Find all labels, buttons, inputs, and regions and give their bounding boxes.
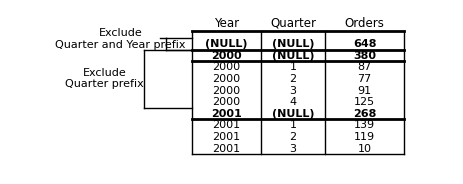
- Text: Exclude
Quarter and Year prefix: Exclude Quarter and Year prefix: [56, 28, 186, 49]
- Text: 2001: 2001: [211, 109, 242, 119]
- Text: Quarter: Quarter: [270, 17, 316, 30]
- Text: 125: 125: [354, 97, 375, 107]
- Text: Exclude
Quarter prefix: Exclude Quarter prefix: [65, 68, 144, 89]
- Text: Orders: Orders: [345, 17, 385, 30]
- Text: 77: 77: [357, 74, 372, 84]
- Text: 2001: 2001: [213, 132, 241, 142]
- Text: 87: 87: [357, 62, 372, 72]
- Text: Year: Year: [214, 17, 239, 30]
- Text: 119: 119: [354, 132, 375, 142]
- Text: 2: 2: [289, 74, 296, 84]
- Text: 1: 1: [289, 120, 296, 130]
- Text: 4: 4: [289, 97, 296, 107]
- Text: 2000: 2000: [213, 62, 241, 72]
- Text: 3: 3: [289, 86, 296, 95]
- Text: 380: 380: [353, 51, 376, 61]
- Text: 3: 3: [289, 144, 296, 154]
- Text: 91: 91: [357, 86, 372, 95]
- Text: 139: 139: [354, 120, 375, 130]
- Text: 648: 648: [353, 39, 376, 49]
- Text: (NULL): (NULL): [272, 39, 314, 49]
- Text: 2000: 2000: [211, 51, 242, 61]
- Text: 268: 268: [353, 109, 376, 119]
- Text: (NULL): (NULL): [205, 39, 248, 49]
- Text: 2000: 2000: [213, 74, 241, 84]
- Text: 2000: 2000: [213, 86, 241, 95]
- Text: 2001: 2001: [213, 120, 241, 130]
- Text: 2: 2: [289, 132, 296, 142]
- Text: (NULL): (NULL): [272, 51, 314, 61]
- Text: 1: 1: [289, 62, 296, 72]
- Text: (NULL): (NULL): [272, 109, 314, 119]
- Text: 2001: 2001: [213, 144, 241, 154]
- Text: 2000: 2000: [213, 97, 241, 107]
- Text: 10: 10: [358, 144, 372, 154]
